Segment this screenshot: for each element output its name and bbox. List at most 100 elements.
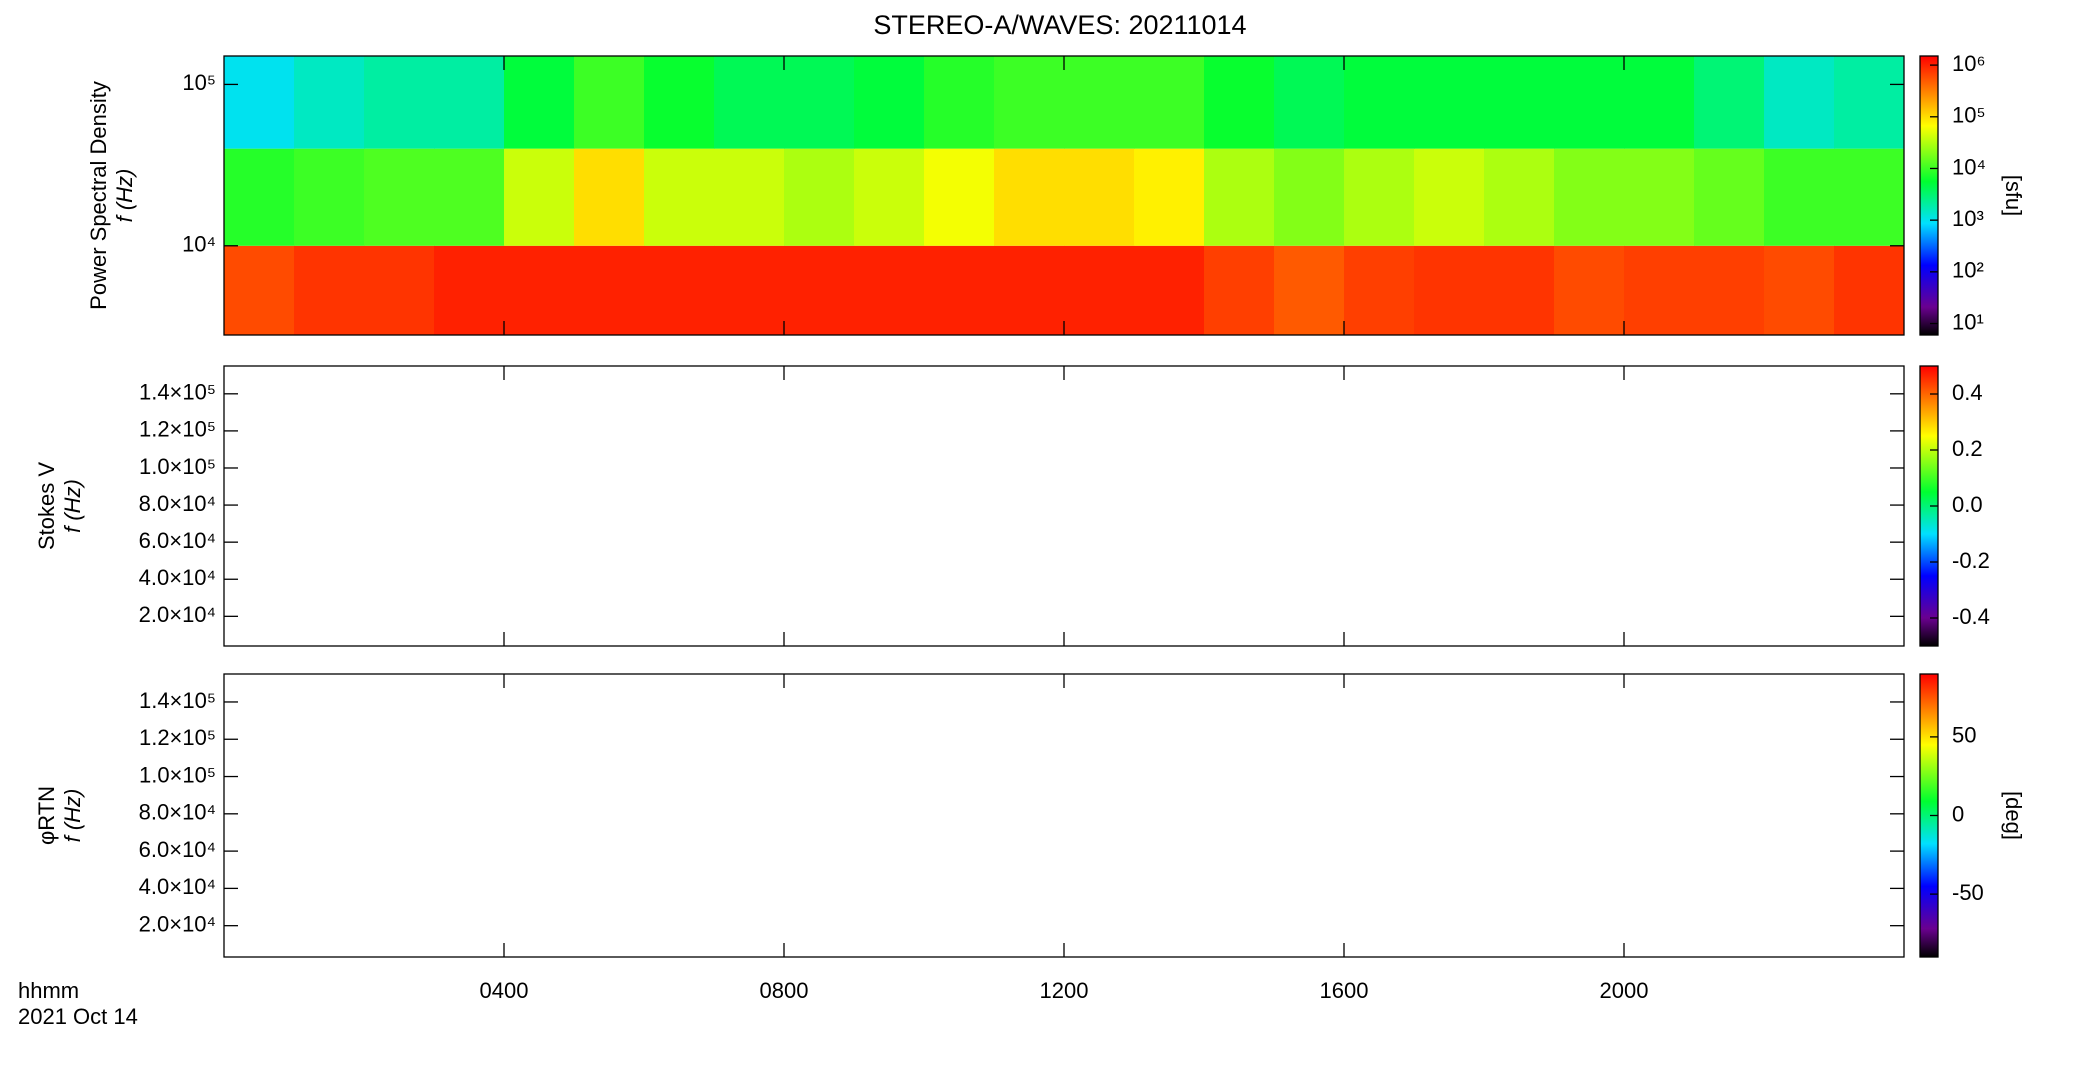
heatmap-cell: [1204, 148, 1275, 246]
heatmap-cell: [1554, 148, 1625, 246]
heatmap-cell: [1414, 148, 1485, 246]
heatmap-cell: [1764, 245, 1835, 335]
x-tick-label: 2000: [1600, 978, 1649, 1003]
colorbar-tick-label: 10⁴: [1952, 154, 1986, 179]
heatmap-cell: [1134, 56, 1205, 149]
heatmap-cell: [364, 148, 435, 246]
colorbar-label: [sfu]: [2001, 175, 2026, 217]
colorbar-tick-label: 50: [1952, 723, 1976, 748]
heatmap-cell: [364, 56, 435, 149]
heatmap-cell: [224, 245, 295, 335]
y-tick-label: 1.4×10⁵: [139, 688, 216, 713]
heatmap-cell: [784, 245, 855, 335]
heatmap-cell: [364, 245, 435, 335]
y-tick-label: 1.2×10⁵: [139, 725, 216, 750]
heatmap-cell: [1834, 56, 1905, 149]
heatmap-cell: [434, 148, 505, 246]
heatmap-cell: [714, 245, 785, 335]
heatmap-cell: [1694, 56, 1765, 149]
heatmap-cell: [1414, 56, 1485, 149]
heatmap-cell: [644, 148, 715, 246]
colorbar-tick-label: 0: [1952, 801, 1964, 826]
heatmap-cell: [1274, 245, 1345, 335]
colorbar-tick-label: 10¹: [1952, 309, 1984, 334]
colorbar-tick-label: 10³: [1952, 206, 1984, 231]
heatmap-cell: [994, 245, 1065, 335]
x-tick-label: 0400: [480, 978, 529, 1003]
heatmap-cell: [1694, 148, 1765, 246]
x-tick-label: 1600: [1320, 978, 1369, 1003]
colorbar-tick-label: 0.4: [1952, 380, 1983, 405]
colorbar-label: [deg]: [2001, 791, 2026, 840]
heatmap-cell: [504, 148, 575, 246]
y-tick-label: 2.0×10⁴: [139, 602, 216, 627]
y-axis-label: Stokes V: [34, 462, 59, 550]
heatmap-cell: [714, 56, 785, 149]
heatmap-cell: [644, 245, 715, 335]
heatmap-cell: [504, 56, 575, 149]
heatmap-cell: [1344, 56, 1415, 149]
y-axis-label: f (Hz): [112, 169, 137, 223]
heatmap-cell: [714, 148, 785, 246]
heatmap-cell: [1064, 56, 1135, 149]
y-axis-label: f (Hz): [60, 479, 85, 533]
y-tick-label: 1.2×10⁵: [139, 417, 216, 442]
heatmap-cell: [1064, 245, 1135, 335]
heatmap-cell: [1344, 245, 1415, 335]
plot-frame: [223, 365, 1905, 647]
heatmap-cell: [854, 245, 925, 335]
heatmap-cell: [294, 56, 365, 149]
colorbar-tick-label: 0.2: [1952, 436, 1983, 461]
heatmap-cell: [1764, 56, 1835, 149]
heatmap-cell: [1694, 245, 1765, 335]
y-tick-label: 1.0×10⁵: [139, 762, 216, 787]
heatmap-cell: [1624, 245, 1695, 335]
heatmap-cell: [994, 148, 1065, 246]
y-tick-label: 6.0×10⁴: [139, 837, 216, 862]
heatmap-cell: [1484, 245, 1555, 335]
colorbar-tick-label: -0.2: [1952, 548, 1990, 573]
y-tick-label: 4.0×10⁴: [139, 874, 216, 899]
colorbar-tick-label: -50: [1952, 880, 1984, 905]
heatmap-cell: [434, 56, 505, 149]
heatmap-cell: [1274, 56, 1345, 149]
heatmap-cell: [644, 56, 715, 149]
heatmap-cell: [1554, 245, 1625, 335]
y-tick-label: 8.0×10⁴: [139, 800, 216, 825]
y-tick-label: 8.0×10⁴: [139, 491, 216, 516]
colorbar-tick-label: -0.4: [1952, 604, 1990, 629]
heatmap-cell: [574, 56, 645, 149]
chart-title: STEREO-A/WAVES: 20211014: [873, 10, 1246, 40]
heatmap-cell: [294, 245, 365, 335]
heatmap-cell: [1134, 245, 1205, 335]
heatmap-cell: [924, 245, 995, 335]
y-tick-label: 1.0×10⁵: [139, 454, 216, 479]
heatmap-cell: [1134, 148, 1205, 246]
y-tick-label: 10⁴: [182, 232, 216, 257]
heatmap-cell: [1344, 148, 1415, 246]
colorbar-tick-label: 10⁵: [1952, 103, 1986, 128]
y-tick-label: 6.0×10⁴: [139, 528, 216, 553]
heatmap-cell: [924, 148, 995, 246]
heatmap-cell: [1204, 245, 1275, 335]
colorbar-tick-label: 10²: [1952, 258, 1984, 283]
colorbar-tick-label: 0.0: [1952, 492, 1983, 517]
heatmap-cell: [1624, 56, 1695, 149]
x-axis-label: hhmm: [18, 978, 79, 1003]
heatmap-cell: [574, 148, 645, 246]
y-axis-label: Power Spectral Density: [86, 81, 111, 310]
heatmap-cell: [924, 56, 995, 149]
x-tick-label: 0800: [760, 978, 809, 1003]
heatmap-cell: [1764, 148, 1835, 246]
y-axis-label: φRTN: [34, 786, 59, 845]
heatmap-cell: [1484, 148, 1555, 246]
heatmap-cell: [1204, 56, 1275, 149]
heatmap-cell: [854, 148, 925, 246]
heatmap-cell: [854, 56, 925, 149]
heatmap-cell: [994, 56, 1065, 149]
y-tick-label: 2.0×10⁴: [139, 911, 216, 936]
y-tick-label: 1.4×10⁵: [139, 380, 216, 405]
date-label: 2021 Oct 14: [18, 1004, 138, 1029]
x-tick-label: 1200: [1040, 978, 1089, 1003]
